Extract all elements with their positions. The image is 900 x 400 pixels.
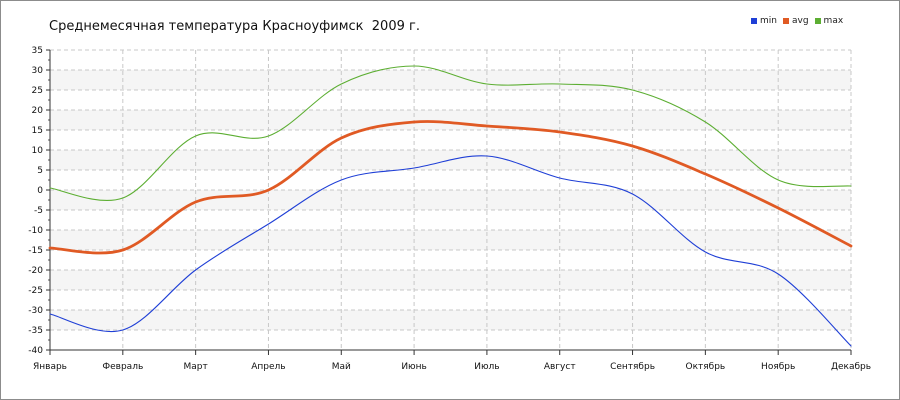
y-tick-label: 0 <box>37 186 43 196</box>
data-point-min <box>49 313 51 315</box>
y-tick-label: -10 <box>28 226 43 236</box>
data-point-min <box>122 329 124 331</box>
data-point-avg <box>632 145 634 147</box>
y-tick-label: 25 <box>32 86 43 96</box>
data-point-avg <box>486 125 488 127</box>
series-line-max <box>49 65 852 201</box>
y-tick-label: -40 <box>28 346 43 356</box>
data-point-max <box>850 185 852 187</box>
y-tick-label: -25 <box>28 286 43 296</box>
x-tick-label: Январь <box>33 362 67 372</box>
plot-band <box>50 70 851 90</box>
data-point-min <box>195 269 197 271</box>
plot-band <box>50 270 851 290</box>
data-point-avg <box>850 245 852 247</box>
x-tick-label: Март <box>184 362 208 372</box>
data-point-max <box>704 121 706 123</box>
data-point-max <box>122 197 124 199</box>
x-tick-label: Февраль <box>102 362 143 372</box>
legend-item-min: min <box>751 16 777 27</box>
plot-band <box>50 190 851 210</box>
y-tick-label: 30 <box>32 66 44 76</box>
x-tick-label: Сентябрь <box>610 362 655 372</box>
data-point-max <box>777 179 779 181</box>
data-point-avg <box>777 207 779 209</box>
data-point-avg <box>559 131 561 133</box>
y-tick-label: 15 <box>32 126 43 136</box>
data-point-avg <box>413 121 415 123</box>
data-point-min <box>413 167 415 169</box>
legend-swatch <box>751 18 757 24</box>
data-point-avg <box>122 249 124 251</box>
y-tick-label: 10 <box>32 146 44 156</box>
plot-band <box>50 110 851 130</box>
y-tick-label: 35 <box>32 46 43 56</box>
legend-item-max: max <box>814 16 844 27</box>
x-tick-label: Декабрь <box>831 362 871 372</box>
series-line-avg <box>48 120 853 255</box>
data-point-min <box>850 345 852 347</box>
y-tick-label: 20 <box>32 106 44 116</box>
legend-label: max <box>823 16 844 26</box>
legend-swatch <box>782 18 789 24</box>
x-tick-label: Июнь <box>401 362 427 372</box>
y-tick-label: -20 <box>28 266 43 276</box>
data-point-max <box>559 83 561 85</box>
data-point-min <box>559 177 561 179</box>
data-point-avg <box>49 247 51 249</box>
data-point-max <box>340 83 342 85</box>
legend-item-avg: avg <box>782 16 809 27</box>
data-point-max <box>195 135 197 137</box>
data-point-min <box>777 273 779 275</box>
y-tick-label: -15 <box>28 246 43 256</box>
y-tick-label: -5 <box>34 206 43 216</box>
x-tick-label: Июль <box>474 362 499 372</box>
data-point-max <box>49 187 51 189</box>
data-point-avg <box>195 201 197 203</box>
data-point-max <box>413 65 415 67</box>
data-point-min <box>486 155 488 157</box>
x-tick-label: Апрель <box>251 362 285 372</box>
chart-legend: min avg max <box>751 16 849 30</box>
x-tick-label: Август <box>544 362 576 372</box>
legend-swatch <box>814 18 821 24</box>
legend-label: avg <box>791 16 809 26</box>
x-tick-label: Октябрь <box>685 362 725 372</box>
data-point-min <box>340 179 342 181</box>
x-tick-label: Ноябрь <box>761 362 795 372</box>
plot-band <box>50 230 851 250</box>
data-point-min <box>704 251 706 253</box>
y-tick-label: -30 <box>28 306 43 316</box>
data-point-max <box>267 135 269 137</box>
series-line-min <box>49 155 852 347</box>
data-point-avg <box>704 173 706 175</box>
y-tick-label: -35 <box>28 326 43 336</box>
y-tick-label: 5 <box>37 166 43 176</box>
data-point-avg <box>267 189 269 191</box>
data-point-max <box>632 89 634 91</box>
data-point-avg <box>340 137 342 139</box>
data-point-max <box>486 83 488 85</box>
plot-band <box>50 310 851 330</box>
legend-label: min <box>760 16 777 26</box>
x-tick-label: Май <box>332 362 351 372</box>
data-point-min <box>632 193 634 195</box>
data-point-min <box>267 223 269 225</box>
chart-title: Среднемесячная температура Красноуфимск … <box>49 19 420 34</box>
